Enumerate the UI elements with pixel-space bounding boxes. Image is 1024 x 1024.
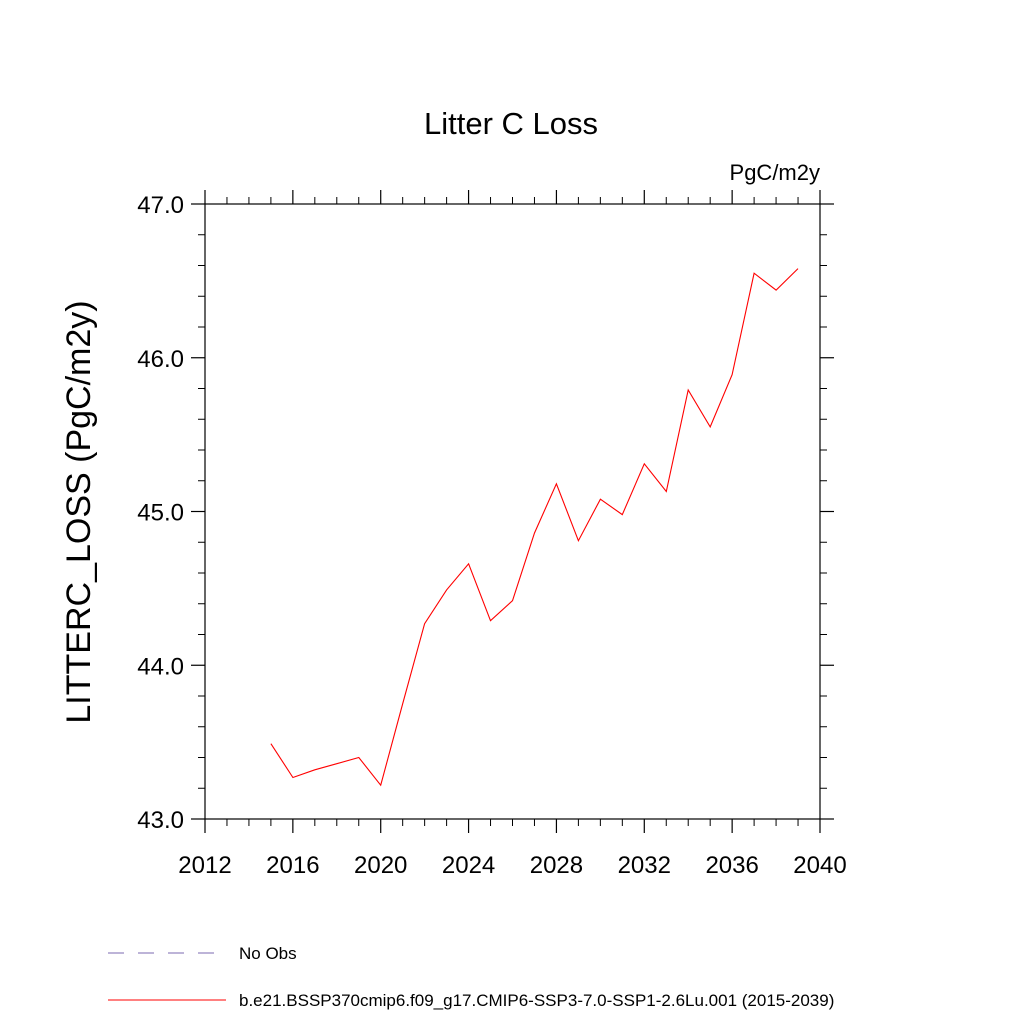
plot-frame	[204, 203, 821, 820]
chart-title: Litter C Loss	[424, 106, 598, 141]
y-tick-label: 45.0	[137, 500, 184, 527]
axis-ticks: 2012 2016 2020 2024 2028 2032 2036 2040 43.0 44.0…	[137, 190, 847, 879]
x-tick-label: 2032	[618, 852, 671, 879]
x-tick-label: 2024	[442, 852, 495, 879]
x-tick-label: 2016	[266, 852, 319, 879]
legend: No Obs b.e21.BSSP370cmip6.f09_g17.CMIP6-S…	[108, 944, 834, 1010]
x-tick-label: 2020	[354, 852, 407, 879]
legend-label: No Obs	[239, 944, 297, 963]
y-tick-label: 46.0	[137, 346, 184, 373]
series-line	[270, 268, 799, 787]
x-tick-label: 2040	[793, 852, 846, 879]
units-label: PgC/m2y	[730, 160, 820, 185]
series-layer	[270, 268, 799, 787]
y-tick-label: 43.0	[137, 807, 184, 834]
y-axis-label: LITTERC_LOSS (PgC/m2y)	[60, 300, 98, 723]
x-tick-label: 2012	[178, 852, 231, 879]
x-tick-label: 2036	[705, 852, 758, 879]
x-tick-label: 2028	[530, 852, 583, 879]
y-tick-label: 44.0	[137, 653, 184, 680]
legend-label: b.e21.BSSP370cmip6.f09_g17.CMIP6-SSP3-7.…	[239, 991, 834, 1010]
y-tick-label: 47.0	[137, 192, 184, 219]
